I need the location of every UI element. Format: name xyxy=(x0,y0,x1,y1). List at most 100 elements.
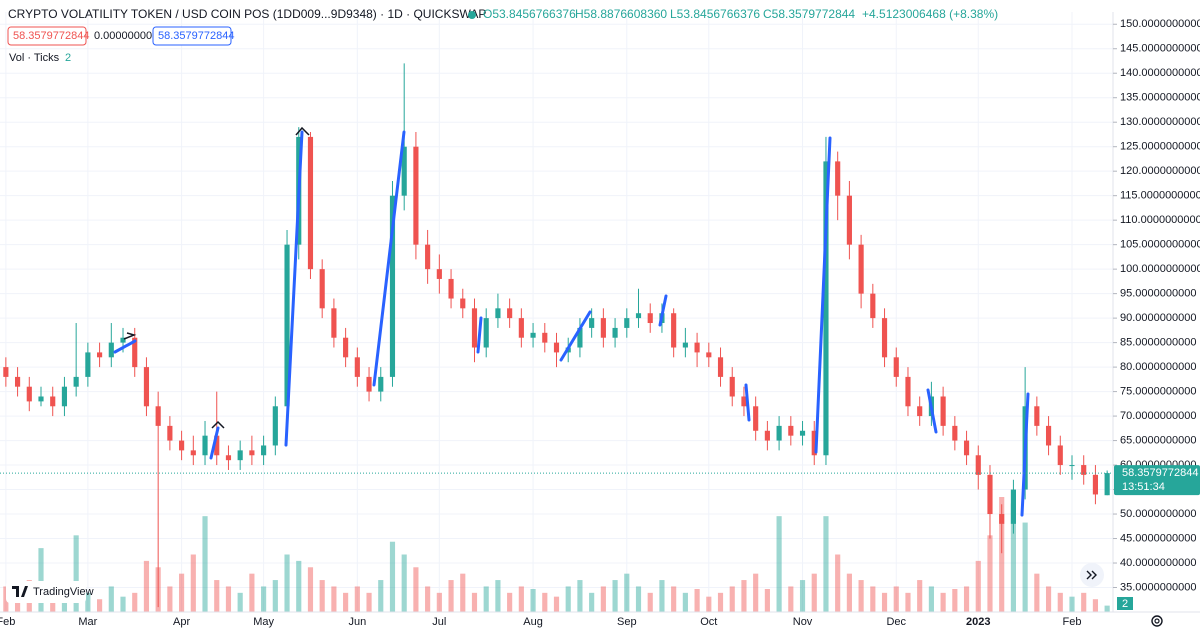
candle-body xyxy=(799,430,806,436)
volume-bar xyxy=(542,592,548,612)
scroll-button[interactable] xyxy=(1080,563,1104,587)
x-tick-label: Feb xyxy=(1063,616,1082,628)
candle-body xyxy=(846,195,852,245)
y-tick-label: 90.0000000000 xyxy=(1120,312,1196,324)
x-tick-label: May xyxy=(253,616,274,628)
volume-bar xyxy=(659,580,665,612)
candle-body xyxy=(963,440,970,456)
candle-body xyxy=(706,352,712,358)
volume-bar xyxy=(436,592,442,612)
y-tick-label: 135.0000000000 xyxy=(1120,92,1200,104)
candle-body xyxy=(483,318,489,348)
volume-bar xyxy=(881,592,888,612)
candle-body xyxy=(577,327,583,348)
y-tick-label: 150.0000000000 xyxy=(1120,18,1200,30)
candle-body xyxy=(307,136,314,270)
candle-body xyxy=(366,376,372,392)
volume-bar xyxy=(284,554,290,612)
volume-bar xyxy=(272,580,278,612)
volume-bar xyxy=(50,596,56,612)
volume-bar xyxy=(858,580,864,612)
volume-bar xyxy=(975,560,981,612)
candle-body xyxy=(343,337,349,358)
candle-body xyxy=(167,425,173,441)
x-tick-label: Jul xyxy=(432,616,446,628)
drawing-line xyxy=(814,136,832,454)
brand: TradingView xyxy=(33,586,94,598)
volume-bar xyxy=(1057,592,1063,612)
candle-body xyxy=(600,318,606,338)
x-tick-label: Jun xyxy=(348,616,366,628)
candle-body xyxy=(905,376,911,407)
x-tick-label: 2023 xyxy=(966,616,990,628)
candle-body xyxy=(612,327,618,338)
candle-body xyxy=(26,386,32,402)
x-tick-label: Nov xyxy=(793,616,813,628)
y-tick-label: 40.0000000000 xyxy=(1120,557,1196,569)
candle-body xyxy=(542,332,548,343)
volume-bar xyxy=(1092,599,1099,612)
volume-bar xyxy=(741,580,747,612)
candle-body xyxy=(507,308,513,319)
x-tick-label: Feb xyxy=(0,616,15,628)
volume-bar xyxy=(495,580,501,612)
status-dot xyxy=(468,11,476,19)
candle-body xyxy=(1081,465,1087,475)
candle-body xyxy=(495,308,501,319)
y-tick-label: 100.0000000000 xyxy=(1120,263,1200,275)
candle-body xyxy=(73,376,79,387)
volume-bar xyxy=(1104,605,1110,612)
volume-bar xyxy=(952,589,958,612)
price-box[interactable] xyxy=(7,26,87,46)
volume-bar xyxy=(729,586,735,612)
volume-bar xyxy=(401,554,407,612)
volume-bar xyxy=(518,586,524,612)
volume-bar xyxy=(167,586,173,612)
x-tick-label: Dec xyxy=(886,616,906,628)
volume-bar xyxy=(600,586,606,612)
candle-body xyxy=(917,406,923,417)
volume-bar xyxy=(202,516,208,612)
candle-body xyxy=(835,161,841,196)
candle-body xyxy=(272,406,278,446)
y-tick-label: 130.0000000000 xyxy=(1120,116,1200,128)
volume-bar xyxy=(893,586,899,612)
price-box[interactable] xyxy=(152,26,232,46)
y-tick-label: 65.0000000000 xyxy=(1120,434,1196,446)
candle-body xyxy=(214,435,220,456)
y-tick-label: 105.0000000000 xyxy=(1120,239,1200,251)
candle-body xyxy=(987,474,993,515)
price-box-text: 58.3579772844 xyxy=(13,30,89,42)
last-price-label: 58.3579772844 xyxy=(1122,467,1198,479)
volume-bar xyxy=(624,573,630,612)
volume-bar xyxy=(307,567,314,612)
axes: 35.0000000000 40.0000000000 45.0000000000 5… xyxy=(0,18,1200,628)
volume-bar xyxy=(928,586,934,612)
y-tick-label: 70.0000000000 xyxy=(1120,410,1196,422)
volume-bar xyxy=(764,589,770,612)
volume-bar xyxy=(589,592,595,612)
volume-bar xyxy=(483,586,489,612)
volume-bar xyxy=(448,580,454,612)
settings-button[interactable] xyxy=(1151,615,1163,627)
volume-bar xyxy=(108,586,114,612)
volume-bar xyxy=(85,592,91,612)
volume-badge xyxy=(1117,597,1133,610)
scroll-icon xyxy=(1086,570,1097,580)
candle-body xyxy=(85,352,91,377)
drawing-line xyxy=(926,388,938,434)
arrow-head xyxy=(123,332,137,340)
price-box-text: 0.0000000000 xyxy=(94,30,164,42)
drawings xyxy=(113,130,1030,517)
candle-body xyxy=(225,455,232,461)
volume-bar xyxy=(987,535,993,612)
candle-body xyxy=(635,313,642,319)
drawing-line xyxy=(559,310,592,362)
volume-bar xyxy=(249,573,255,612)
drawing-line xyxy=(209,426,220,460)
volume-bar xyxy=(1034,573,1040,612)
candle-body xyxy=(858,244,864,294)
candle-body xyxy=(436,269,442,279)
volume-bar xyxy=(378,580,384,612)
volume-bar xyxy=(97,599,103,612)
